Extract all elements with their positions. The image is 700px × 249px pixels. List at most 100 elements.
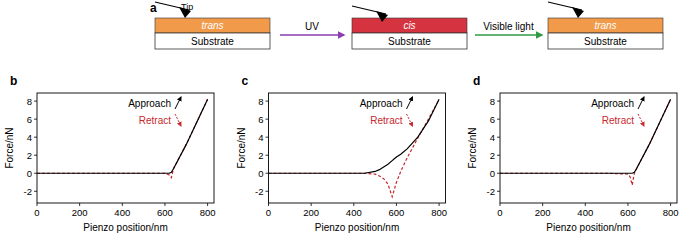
plot-frame (269, 93, 446, 203)
y-tick (266, 173, 269, 174)
x-tick-label: 600 (389, 207, 405, 218)
y-axis-title: Force/nN (236, 127, 247, 168)
y-tick (497, 155, 500, 156)
y-tick-label: -2 (487, 186, 495, 197)
y-tick-label: 0 (490, 168, 495, 179)
substrate-label: Substrate (191, 36, 234, 47)
x-tick-label: 800 (663, 207, 679, 218)
process-arrow (280, 34, 344, 36)
substrate (548, 33, 663, 49)
plot-frame (37, 93, 214, 203)
y-tick-label: 0 (27, 168, 32, 179)
chart: b0200400600800-202468Pienzo position/nmF… (4, 74, 216, 233)
y-tick-label: 2 (258, 150, 263, 161)
series-line (269, 99, 440, 173)
legend-label: Approach (360, 98, 403, 109)
x-tick-label: 800 (431, 207, 447, 218)
x-axis-title: Pienzo position/nm (546, 222, 631, 233)
y-tick (497, 101, 500, 102)
y-tick (266, 155, 269, 156)
y-tick-label: 6 (27, 114, 32, 125)
arrow-label: UV (305, 21, 319, 32)
film-layer (155, 18, 270, 33)
layer-label: trans (201, 20, 223, 31)
x-tick-label: 0 (497, 207, 502, 218)
x-tick-label: 200 (535, 207, 551, 218)
substrate (155, 33, 270, 49)
substrate-label: Substrate (388, 36, 431, 47)
x-tick-label: 0 (34, 207, 39, 218)
y-tick (497, 137, 500, 138)
arrow-label: Visible light (483, 21, 534, 32)
x-tick-label: 800 (200, 207, 216, 218)
y-tick (497, 173, 500, 174)
x-tick-label: 600 (620, 207, 636, 218)
y-tick-label: 6 (490, 114, 495, 125)
y-tick-label: -2 (255, 186, 263, 197)
legend-label: Retract (139, 115, 171, 126)
panel-label: b (10, 74, 17, 88)
series-line (500, 99, 671, 185)
legend-label: Retract (602, 115, 634, 126)
x-tick-label: 400 (346, 207, 362, 218)
y-tick (266, 191, 269, 192)
plot-area (500, 99, 671, 185)
panel-label: a (150, 1, 157, 15)
y-axis-title: Force/nN (4, 127, 15, 168)
layer-label: cis (403, 20, 415, 31)
legend-label: Approach (128, 98, 171, 109)
film-layer (548, 18, 663, 33)
x-tick-label: 600 (157, 207, 173, 218)
layer-label: trans (594, 20, 616, 31)
x-tick-label: 400 (577, 207, 593, 218)
panel-label: c (242, 74, 249, 88)
legend-label: Retract (370, 115, 402, 126)
y-tick (497, 119, 500, 120)
y-tick-label: 2 (27, 150, 32, 161)
y-tick-label: 8 (27, 96, 32, 107)
y-tick-label: 8 (490, 96, 495, 107)
panel-label: d (473, 74, 480, 88)
series-line (37, 99, 208, 177)
y-tick-label: 6 (258, 114, 263, 125)
x-axis-title: Pienzo position/nm (315, 222, 400, 233)
legend-label: Approach (591, 98, 634, 109)
series-line (500, 99, 671, 173)
tip (376, 11, 388, 22)
plot-area (37, 99, 208, 177)
x-tick-label: 200 (72, 207, 88, 218)
x-axis-title: Pienzo position/nm (83, 222, 168, 233)
x-tick-label: 200 (303, 207, 319, 218)
figure: a trans Substrate cis Substrate trans Substrat… (0, 0, 700, 249)
chart: d0200400600800-202468Pienzo position/nmF… (467, 74, 679, 233)
legend-arrow (175, 97, 181, 109)
y-tick-label: 4 (490, 132, 495, 143)
substrate (352, 33, 467, 49)
y-tick-label: 4 (258, 132, 263, 143)
y-tick-label: 4 (27, 132, 32, 143)
plot-area (269, 99, 440, 196)
y-tick (497, 191, 500, 192)
y-tick (266, 137, 269, 138)
y-axis-title: Force/nN (467, 127, 478, 168)
y-tick-label: 8 (258, 96, 263, 107)
y-tick-label: 0 (258, 168, 263, 179)
legend-arrow (638, 114, 644, 126)
x-tick-label: 400 (114, 207, 130, 218)
legend-arrow (407, 97, 413, 109)
series-line (269, 99, 440, 196)
legend-arrow (407, 114, 413, 126)
tip-label: Tip (181, 2, 193, 12)
legend-arrow (175, 114, 181, 126)
tip (572, 7, 584, 18)
y-tick (266, 119, 269, 120)
plot-frame (500, 93, 677, 203)
process-arrow (475, 34, 542, 36)
x-tick-label: 0 (266, 207, 271, 218)
y-tick-label: 2 (490, 150, 495, 161)
series-line (37, 99, 208, 173)
substrate-label: Substrate (584, 36, 627, 47)
film-layer (352, 18, 467, 33)
legend-arrow (638, 97, 644, 109)
y-tick (266, 101, 269, 102)
